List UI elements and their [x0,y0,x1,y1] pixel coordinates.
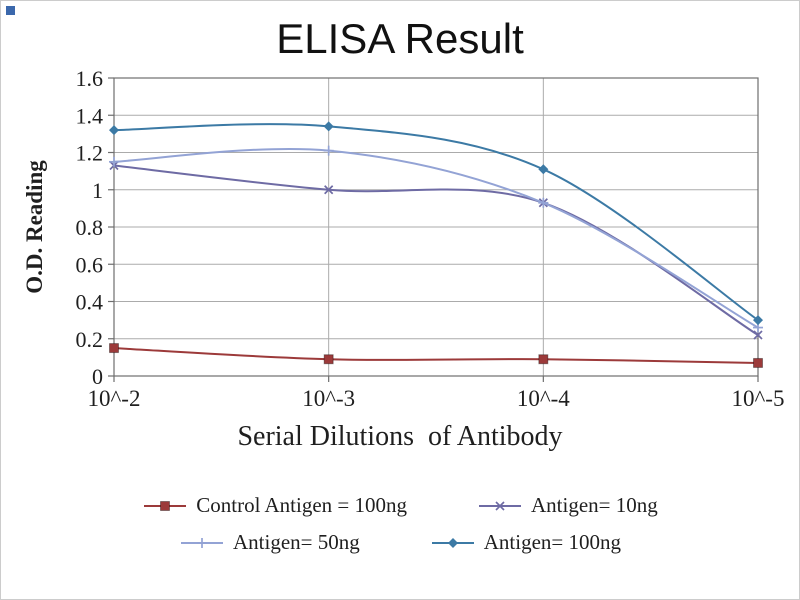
legend-swatch-control-antigen-100ng [144,500,187,511]
legend-label-antigen-100ng: Antigen= 100ng [483,530,621,554]
svg-text:0.2: 0.2 [76,327,104,352]
legend-row-1: Control Antigen = 100ng Antigen= 10ng [1,493,799,518]
svg-text:0.8: 0.8 [76,215,104,240]
svg-text:1.4: 1.4 [76,103,104,128]
legend-label-antigen-50ng: Antigen= 50ng [233,530,360,554]
svg-text:0: 0 [92,364,103,389]
legend-swatch-antigen-10ng [479,500,521,511]
legend-item-antigen-10ng: Antigen= 10ng [477,493,658,518]
legend: Control Antigen = 100ng Antigen= 10ng An… [1,493,799,555]
legend-item-antigen-100ng: Antigen= 100ng [430,530,621,555]
svg-text:0.6: 0.6 [76,252,104,277]
corner-mark [6,6,15,15]
legend-swatch-antigen-50ng [181,537,223,548]
x-axis-title: Serial Dilutions of Antibody [237,421,563,452]
svg-text:1: 1 [92,178,103,203]
svg-text:10^-3: 10^-3 [302,386,355,411]
legend-item-antigen-50ng: Antigen= 50ng [179,530,360,555]
y-axis-title: O.D. Reading [22,160,48,294]
svg-text:10^-4: 10^-4 [517,386,570,411]
chart-title: ELISA Result [276,15,524,62]
svg-text:0.4: 0.4 [76,290,104,315]
legend-label-control-antigen-100ng: Control Antigen = 100ng [196,493,407,517]
svg-text:1.6: 1.6 [76,66,104,91]
svg-text:10^-5: 10^-5 [732,386,785,411]
legend-swatch-antigen-100ng [431,537,474,548]
legend-item-control-antigen-100ng: Control Antigen = 100ng [142,493,407,518]
y-axis-title-wrap: O.D. Reading [19,78,51,376]
legend-row-2: Antigen= 50ng Antigen= 100ng [1,530,799,555]
svg-text:10^-2: 10^-2 [88,386,141,411]
legend-label-antigen-10ng: Antigen= 10ng [531,493,658,517]
svg-text:1.2: 1.2 [76,141,104,166]
